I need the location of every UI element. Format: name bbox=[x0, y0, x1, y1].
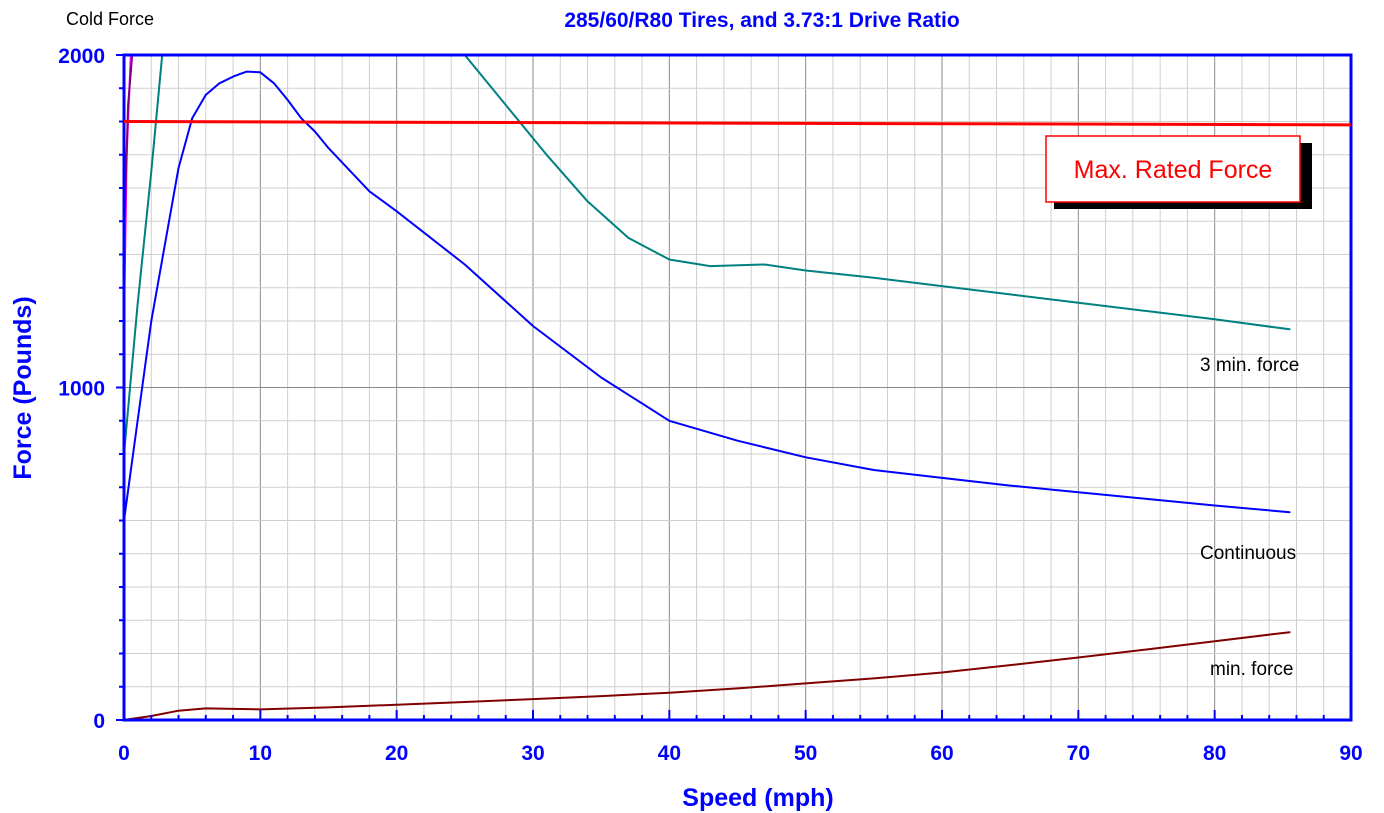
legend-box: Max. Rated Force bbox=[1045, 135, 1312, 209]
x-axis-label: Speed (mph) bbox=[682, 784, 833, 812]
legend-frame bbox=[1045, 135, 1301, 203]
x-tick-label: 50 bbox=[794, 742, 817, 765]
chart-title: 285/60/R80 Tires, and 3.73:1 Drive Ratio bbox=[564, 9, 959, 32]
x-tick-label: 40 bbox=[658, 742, 681, 765]
y-axis-label: Force (Pounds) bbox=[9, 296, 37, 479]
legend-label: Max. Rated Force bbox=[1074, 156, 1273, 184]
x-tick-label: 20 bbox=[385, 742, 408, 765]
x-tick-label: 80 bbox=[1203, 742, 1226, 765]
x-tick-label: 70 bbox=[1067, 742, 1090, 765]
max-rated-force-line bbox=[123, 120, 1352, 127]
x-tick-label: 0 bbox=[118, 742, 130, 765]
series-line-5 bbox=[123, 631, 1291, 721]
x-tick-label: 90 bbox=[1339, 742, 1362, 765]
annotation-min-force: min. force bbox=[1210, 659, 1293, 680]
x-tick-label: 10 bbox=[249, 742, 272, 765]
y-tick-label: 1000 bbox=[58, 378, 105, 401]
y-tick-label: 2000 bbox=[58, 45, 105, 68]
x-tick-label: 60 bbox=[930, 742, 953, 765]
series-line-4 bbox=[123, 70, 1291, 522]
annotation-3-min-force: 3 min. force bbox=[1200, 355, 1299, 376]
tick-labels: 0 10 20 30 40 50 60 70 80 90 0 1000 2000 bbox=[58, 45, 1362, 765]
axis-ticks bbox=[116, 54, 1352, 721]
annotation-continuous: Continuous bbox=[1200, 543, 1296, 564]
x-tick-label: 30 bbox=[521, 742, 544, 765]
y-tick-label: 0 bbox=[93, 710, 105, 733]
corner-label: Cold Force bbox=[66, 9, 154, 29]
